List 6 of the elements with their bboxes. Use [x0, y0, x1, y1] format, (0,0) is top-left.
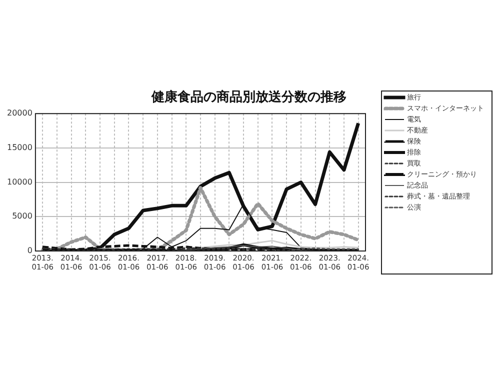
y-tick-label: 5000 [12, 212, 32, 221]
y-tick-label: 10000 [6, 177, 32, 186]
y-tick-label: 20000 [6, 108, 32, 118]
y-tick-label: 0 [27, 246, 32, 256]
y-tick-label: 15000 [6, 143, 32, 152]
chart-title: 健康食品の商品別放送分数の推移 [150, 89, 346, 106]
